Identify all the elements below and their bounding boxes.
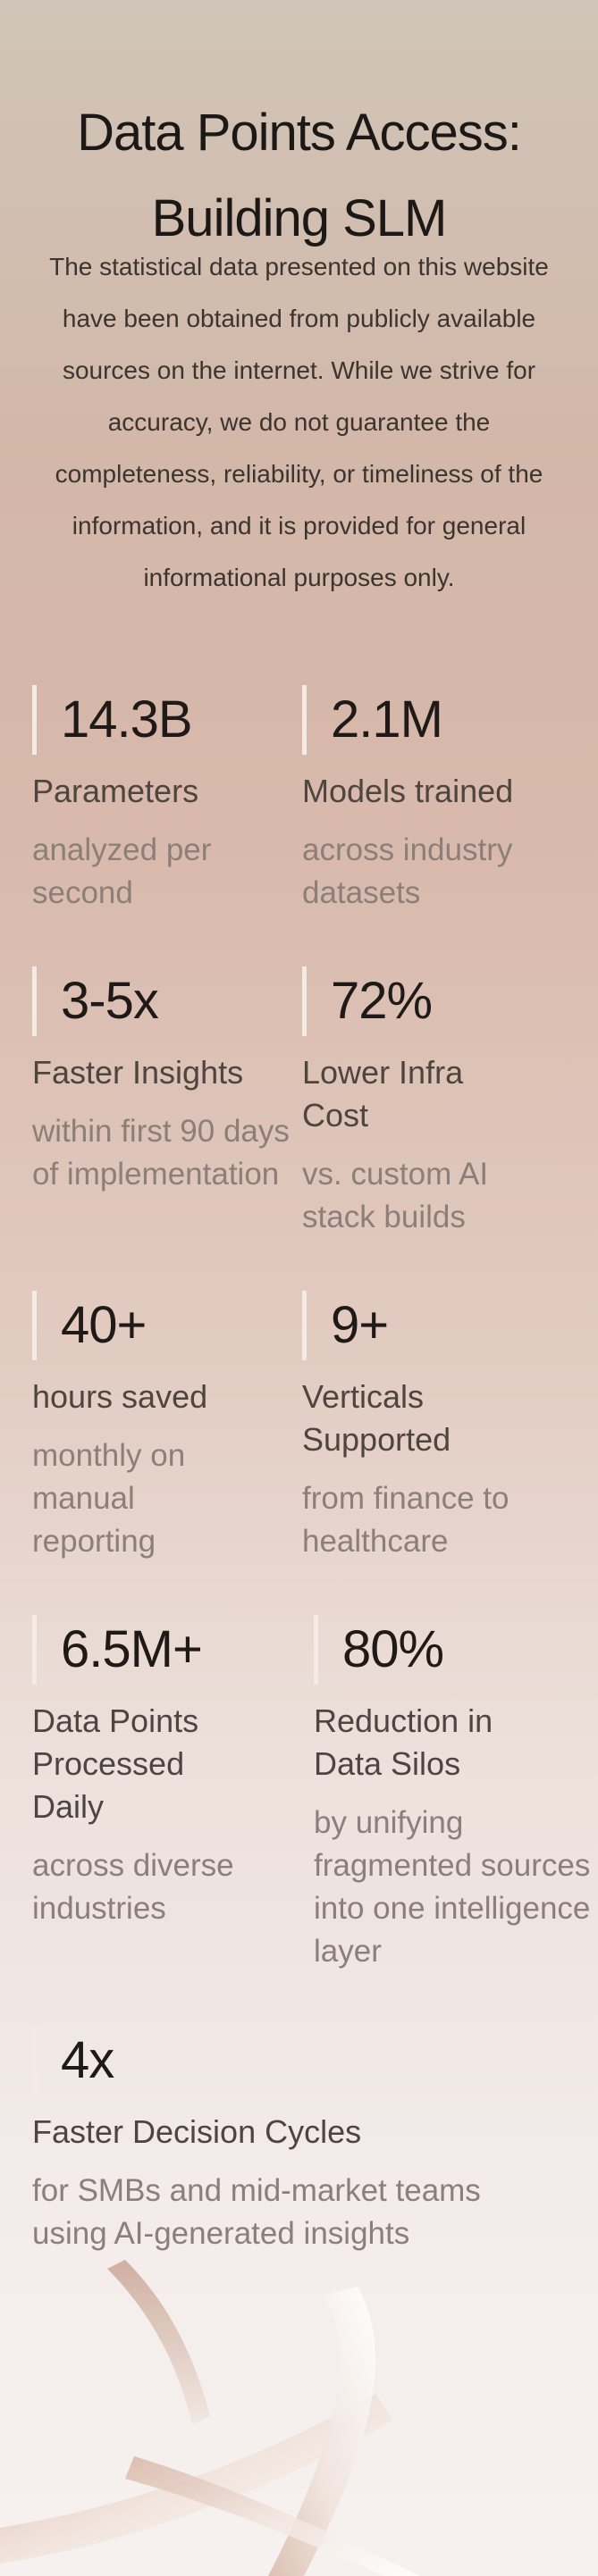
stat-description: for SMBs and mid-market teams using AI-g… [32, 2173, 481, 2251]
page-title: Data Points Access: Building SLM [0, 90, 598, 262]
stat-value: 80% [342, 1620, 444, 1678]
accent-bar [302, 966, 307, 1036]
accent-bar [302, 1291, 307, 1360]
accent-bar [32, 966, 37, 1036]
stat-label: Data Points Processed Daily [32, 1702, 199, 1825]
page-title-line-2: Building SLM [151, 188, 448, 247]
stat-value: 14.3B [61, 690, 193, 749]
stat-label: Faster Insights [32, 1054, 244, 1091]
stat-description: across industry datasets [302, 832, 513, 910]
stat-description: analyzed per second [32, 832, 212, 910]
stat-value: 6.5M+ [61, 1620, 203, 1678]
accent-bar [32, 1291, 37, 1360]
stat-label: Reduction in Data Silos [314, 1702, 493, 1782]
accent-bar [32, 2026, 37, 2095]
ribbon-shape [107, 2260, 210, 2425]
accent-bar [314, 1615, 318, 1685]
stat-value: 9+ [331, 1296, 389, 1354]
stat-label: Parameters [32, 773, 199, 809]
stat-label: Verticals Supported [302, 1378, 451, 1458]
accent-bar [302, 685, 307, 755]
stat-label: Lower Infra Cost [302, 1054, 464, 1133]
stat-description: within first 90 days of implementation [32, 1114, 290, 1192]
stat-description: vs. custom AI stack builds [302, 1157, 489, 1234]
stat-label: hours saved [32, 1378, 208, 1415]
ribbon-shape [268, 2287, 375, 2576]
stat-label: Models trained [302, 773, 514, 809]
stat-value: 72% [331, 972, 433, 1030]
stat-description: monthly on manual reporting [32, 1438, 186, 1559]
page-title-line-1: Data Points Access: [77, 103, 522, 162]
stat-description: across diverse industries [32, 1848, 234, 1926]
stat-value: 4x [61, 2031, 114, 2089]
stat-value: 3-5x [61, 972, 159, 1030]
accent-bar [32, 685, 37, 755]
decorative-ribbons [0, 2260, 420, 2576]
stat-label: Faster Decision Cycles [32, 2113, 362, 2150]
stat-value: 40+ [61, 1296, 147, 1354]
stat-value: 2.1M [331, 690, 443, 749]
disclaimer-text: The statistical data presented on this w… [49, 253, 549, 591]
stat-description: by unifying fragmented sources into one … [314, 1805, 591, 1969]
stat-description: from finance to healthcare [302, 1481, 510, 1559]
ribbon-shape [125, 2456, 420, 2576]
accent-bar [32, 1615, 37, 1685]
